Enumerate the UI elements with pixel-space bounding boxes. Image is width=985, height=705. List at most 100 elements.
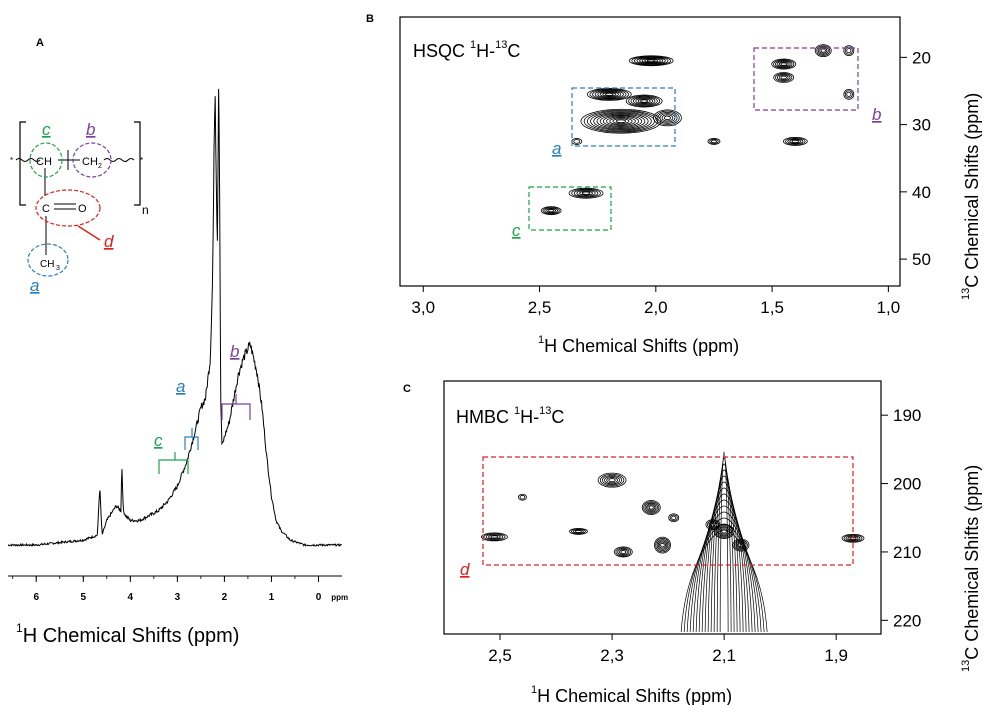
x-tick-label-b: 1,5 [760,298,784,317]
contour-ring [738,543,744,548]
contour-ring [488,534,501,540]
box-b [753,47,859,111]
contour-ring [775,60,793,68]
contour-ring [601,474,623,486]
contour-ring [657,540,668,550]
cross-peaks-b [540,44,855,216]
contour-ring [820,48,826,53]
noise-contour [689,511,759,633]
noise-contour [683,523,765,633]
contour-ring [628,95,661,107]
contour-ring [718,527,730,536]
x-unit-label-a: ppm [331,593,348,602]
contour-ring [776,73,791,82]
panel-c: C HMBC 1H-13C 2,5 2,3 2,1 1,9 190 200 210 220 d… [403,380,982,705]
contour-ring [599,114,643,128]
cross-peak-b [771,58,797,70]
noise-contour [686,517,762,633]
ch3-label: CH [40,259,54,270]
contour-ring [606,477,618,484]
contour-ring [608,478,616,483]
contour-ring [612,118,630,125]
ticks-b: 3,0 2,5 2,0 1,5 1,0 20 30 40 50 [411,48,930,317]
contour-ring [660,542,665,548]
cross-peak-b [782,137,808,146]
x-tick-label-a: 5 [80,592,86,603]
contour-ring [776,60,791,68]
cross-peak-c [569,528,588,535]
x-tick-label-c: 2,3 [600,646,624,665]
cross-peak-b [843,45,855,57]
cross-peak-b [843,88,855,100]
contour-ring [641,58,661,64]
o-label: O [78,203,87,215]
contour-ring [785,137,806,146]
bracket-left [19,121,26,206]
contour-ring [671,515,677,520]
contour-ring [789,139,802,144]
contour-ring [596,113,646,129]
contour-ring [641,500,661,515]
contour-ring [846,91,852,97]
contour-ring [636,57,666,65]
contour-ring [620,550,627,554]
contour-ring [592,89,627,100]
contour-ring [583,109,659,133]
contour-ring [569,528,588,535]
contour-ring [707,520,719,529]
wavy-bond-right [103,158,135,162]
cross-peak-b [625,94,663,108]
x-ticks-a: 6 5 4 3 2 1 0 ppm [12,576,348,603]
title-c: HMBC 1H-13C [456,405,564,427]
title-b: HSQC 1H-13C [413,39,520,61]
panel-a: A * CH CH 2 * C O n CH 3 [7,37,348,647]
contour-ring [490,535,499,539]
box-label-a: a [552,139,561,158]
x-tick-label-b: 3,0 [411,298,435,317]
svg-text:*: * [10,156,13,165]
contour-ring [575,530,582,533]
x-tick-label-a: 0 [316,592,322,603]
noise-contour [695,499,753,633]
contour-ring [656,539,669,552]
y-tick-label-b: 30 [912,116,931,135]
contour-ring [573,529,584,534]
cross-peak-b [773,72,795,83]
noise-contour [707,475,741,633]
cross-peak-b [571,138,583,145]
t1-noise-streak [680,451,768,633]
contour-ring [568,187,604,199]
panel-a-letter: A [36,37,44,49]
c-label: C [42,203,50,215]
contour-ring [721,529,727,534]
contour-ring [546,208,557,213]
box-a [571,87,676,147]
box-c [528,186,612,231]
box-label-c: c [512,221,521,240]
contour-ring [732,538,750,552]
contour-ring [597,472,627,488]
contour-ring [544,207,558,214]
contour-ring [605,92,614,96]
svg-text:*: * [140,156,143,165]
noise-contour [698,493,750,633]
contour-ring [844,46,853,55]
contour-ring [631,55,671,66]
contour-ring [548,209,555,213]
cross-peak-b [580,108,662,134]
ticks-c: 2,5 2,3 2,1 1,9 190 200 210 220 [488,406,921,665]
x-tick-label-b: 1,0 [877,298,901,317]
contour-ring [481,532,508,542]
contour-ring [646,59,656,63]
contour-ring [715,525,734,538]
y-tick-label-c: 200 [893,475,921,494]
box-d [482,456,854,566]
svg-text:2: 2 [98,163,102,170]
contour-ring [646,503,657,512]
contour-ring [713,524,735,539]
polymer-structure: * CH CH 2 * C O n CH 3 c b [10,120,149,295]
cross-peak-b [568,187,604,199]
contour-ring [573,139,581,144]
x-axis-label-c: 1H Chemical Shifts (ppm) [531,684,732,705]
